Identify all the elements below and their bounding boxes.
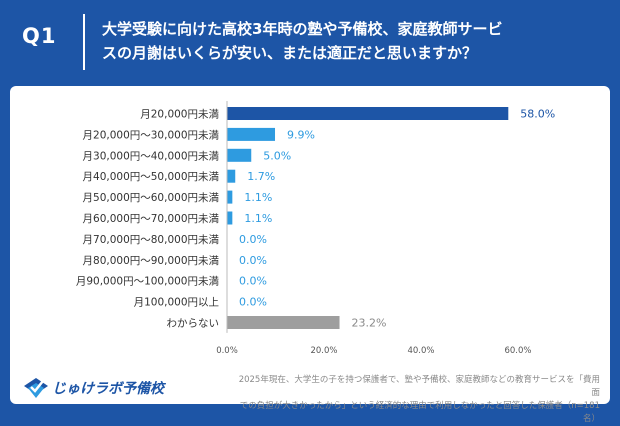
bar	[227, 148, 252, 162]
category-label: 月20,000円未満	[140, 109, 219, 121]
value-label: 1.1%	[244, 191, 272, 204]
category-label: 月80,000円～90,000円未満	[83, 255, 220, 267]
question-text: 大学受験に向けた高校3年時の塾や予備校、家庭教師サービ スの月謝はいくらが安い、…	[102, 17, 602, 65]
x-tick-label: 0.0%	[216, 346, 238, 356]
category-label: 月50,000円～60,000円未満	[83, 192, 220, 204]
footer-note-line-2: での負担が大きかったから」という経済的な理由で利用しなかったと回答した保護者（n…	[239, 401, 600, 424]
category-label: 月100,000円以上	[134, 297, 219, 309]
x-tick-label: 20.0%	[310, 346, 337, 356]
x-tick-label: 60.0%	[504, 346, 531, 356]
value-label: 1.1%	[244, 212, 272, 225]
value-label: 1.7%	[247, 170, 275, 183]
value-label: 0.0%	[239, 296, 267, 309]
category-label: 月60,000円～70,000円未満	[83, 213, 220, 225]
footer-note-line-1: 2025年現在、大学生の子を持つ保護者で、塾や予備校、家庭教師などの教育サービス…	[238, 375, 600, 398]
value-label: 0.0%	[239, 254, 267, 267]
value-label: 0.0%	[239, 233, 267, 246]
category-label: 月20,000円～30,000円未満	[83, 129, 220, 141]
header-divider	[83, 14, 85, 70]
chart-card: 月20,000円未満 58.0% 月20,000円～30,000円未満 9.9% 月30…	[10, 86, 610, 424]
question-line-2: スの月謝はいくらが安い、または適正だと思いますか？	[102, 44, 478, 62]
bar	[227, 316, 340, 329]
bar-chart: 月20,000円未満 58.0% 月20,000円～30,000円未満 9.9% 月30…	[76, 101, 555, 356]
bar	[227, 211, 233, 225]
value-label: 23.2%	[352, 317, 387, 330]
value-label: 0.0%	[239, 275, 267, 288]
logo-icon	[24, 378, 48, 398]
category-label: 月70,000円～80,000円未満	[83, 234, 220, 246]
bar	[227, 169, 236, 183]
logo-text: じゅけラボ予備校	[52, 381, 164, 397]
category-label: 月30,000円～40,000円未満	[83, 150, 220, 162]
category-label: 月90,000円～100,000円未満	[76, 276, 220, 288]
category-label: わからない	[167, 318, 220, 330]
bar	[227, 107, 509, 120]
header: Q1 大学受験に向けた高校3年時の塾や予備校、家庭教師サービ スの月謝はいくらが…	[0, 0, 620, 84]
bar	[227, 127, 276, 141]
question-number: Q1	[22, 24, 57, 48]
x-tick-label: 40.0%	[407, 346, 434, 356]
question-line-1: 大学受験に向けた高校3年時の塾や予備校、家庭教師サービ	[102, 20, 503, 38]
value-label: 58.0%	[520, 108, 555, 121]
value-label: 5.0%	[263, 149, 291, 162]
category-label: 月40,000円～50,000円未満	[83, 171, 220, 183]
value-label: 9.9%	[287, 128, 315, 141]
footer-note: 2025年現在、大学生の子を持つ保護者で、塾や予備校、家庭教師などの教育サービス…	[232, 374, 600, 426]
bar	[227, 190, 233, 204]
